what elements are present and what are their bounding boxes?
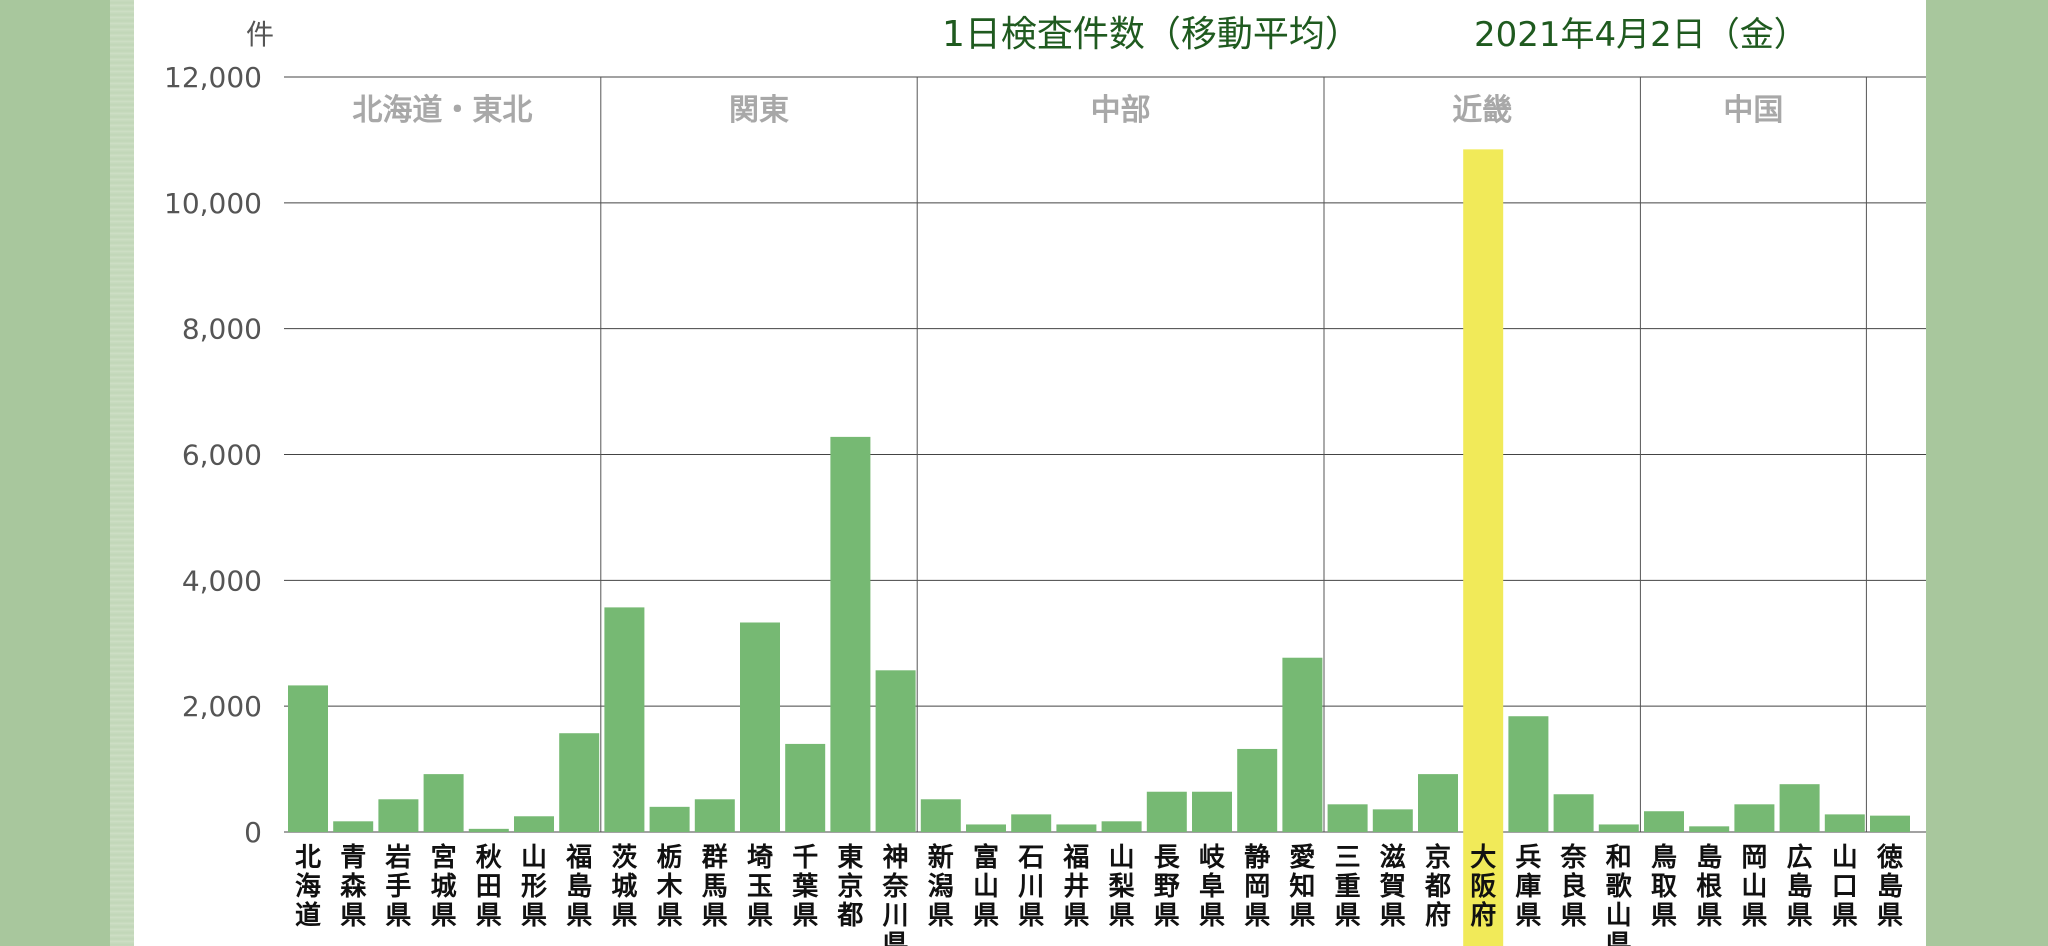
chart-panel: 北海道・東北 関東 中部 近畿 中国 北海道 青森県 岩手県 宮城県 秋田県 山形県 福島県 茨城県栃…: [134, 0, 1926, 946]
region-label: 北海道・東北: [352, 93, 532, 128]
category-label: 鳥取県: [1651, 843, 1677, 931]
region-label: 近畿: [1452, 93, 1512, 128]
bar: [288, 685, 328, 832]
bar: [423, 774, 464, 832]
bar: [1101, 821, 1142, 832]
bar: [966, 824, 1006, 832]
bar: [1327, 804, 1368, 832]
bar: [1011, 814, 1052, 832]
bar: [1463, 149, 1504, 832]
bar: [1734, 804, 1775, 832]
bar: [1418, 774, 1458, 832]
y-tick-label: 2,000: [182, 690, 262, 723]
bar: [1237, 748, 1278, 832]
category-label: 茨城県: [611, 843, 637, 931]
category-label: 山口県: [1832, 843, 1858, 931]
y-tick-label: 10,000: [164, 187, 262, 220]
y-tick-label: 4,000: [182, 564, 262, 597]
bar: [1372, 809, 1413, 832]
category-label: 徳島県: [1876, 842, 1903, 931]
category-label: 神奈川県: [882, 843, 910, 946]
category-label: 秋田県: [476, 843, 503, 931]
category-label: 静岡県: [1244, 842, 1270, 931]
category-label: 岩手県: [384, 843, 411, 931]
bar: [694, 799, 735, 832]
category-label: 東京都: [836, 843, 863, 931]
category-label: 奈良県: [1560, 843, 1588, 931]
category-label: 北海道: [295, 843, 321, 931]
left-paper-strip: [110, 0, 134, 946]
category-label: 滋賀県: [1379, 842, 1406, 931]
region-label: 中国: [1723, 93, 1783, 128]
bar-chart: 北海道・東北 関東 中部 近畿 中国 北海道青森県岩手県宮城県秋田県山形県福島県茨城県栃…: [164, 14, 1926, 946]
category-label: 大阪府: [1470, 843, 1496, 931]
bar: [1056, 824, 1097, 832]
category-label: 宮城県: [431, 842, 457, 931]
category-label: 京都府: [1424, 842, 1451, 931]
category-label: 兵庫県: [1515, 843, 1541, 931]
category-label: 富山県: [973, 842, 999, 931]
category-label: 和歌山県: [1606, 843, 1633, 946]
bar: [1644, 811, 1684, 832]
bar: [830, 436, 871, 832]
bar: [1598, 824, 1639, 832]
bar: [1824, 814, 1865, 832]
category-label: 千葉県: [791, 843, 819, 931]
bar: [468, 828, 509, 832]
bar: [559, 733, 600, 832]
category-label: 新潟県: [928, 842, 954, 931]
chart-date: 2021年4月2日（金）: [1474, 15, 1808, 55]
region-label: 関東: [729, 93, 789, 128]
bar: [1779, 784, 1820, 832]
region-dividers: 北海道・東北 関東 中部 近畿 中国: [352, 77, 1867, 832]
right-background-band: [1880, 0, 2048, 946]
y-tick-label: 0: [244, 816, 262, 849]
bar: [378, 799, 419, 832]
category-label: 栃木県: [656, 843, 683, 931]
y-tick-label: 6,000: [182, 439, 262, 472]
bar: [1689, 826, 1730, 832]
category-label: 福井県: [1062, 843, 1089, 931]
category-label: 青森県: [340, 843, 367, 931]
bar: [1553, 794, 1594, 832]
bar: [920, 799, 961, 832]
category-label: 岐阜県: [1199, 843, 1225, 931]
left-background-band: [0, 0, 134, 946]
highlight-label-background: [1463, 832, 1504, 946]
category-label: 福島県: [565, 843, 592, 931]
y-axis-unit-label: 件: [246, 18, 274, 51]
category-label: 島根県: [1696, 843, 1722, 931]
bar: [333, 821, 374, 832]
bar: [1146, 791, 1187, 832]
bar: [1870, 815, 1910, 832]
y-tick-label: 12,000: [164, 61, 262, 94]
category-label: 群馬県: [701, 843, 728, 931]
gridlines: [284, 76, 1926, 833]
bar: [785, 743, 826, 832]
y-tick-label: 8,000: [182, 313, 262, 346]
category-label: 山形県: [521, 843, 547, 931]
category-label: 三重県: [1335, 843, 1361, 931]
category-label: 岡山県: [1741, 843, 1767, 931]
category-label: 山梨県: [1109, 843, 1135, 931]
bar: [514, 816, 554, 832]
chart-title: 1日検査件数（移動平均）: [942, 14, 1361, 55]
bar: [1282, 657, 1323, 832]
bar: [740, 622, 780, 832]
category-label: 埼玉県: [747, 843, 773, 931]
bar: [1192, 791, 1232, 832]
bar: [649, 806, 690, 832]
bar: [875, 670, 916, 832]
category-label: 愛知県: [1289, 843, 1315, 931]
category-labels: 北海道青森県岩手県宮城県秋田県山形県福島県茨城県栃木県群馬県埼玉県千葉県東京都神…: [295, 832, 1903, 946]
category-label: 長野県: [1154, 843, 1181, 931]
bar: [604, 607, 645, 832]
bars: [288, 149, 1910, 832]
region-label: 中部: [1091, 93, 1151, 128]
bar: [1508, 716, 1549, 832]
category-label: 石川県: [1017, 843, 1044, 931]
category-label: 広島県: [1787, 842, 1813, 931]
